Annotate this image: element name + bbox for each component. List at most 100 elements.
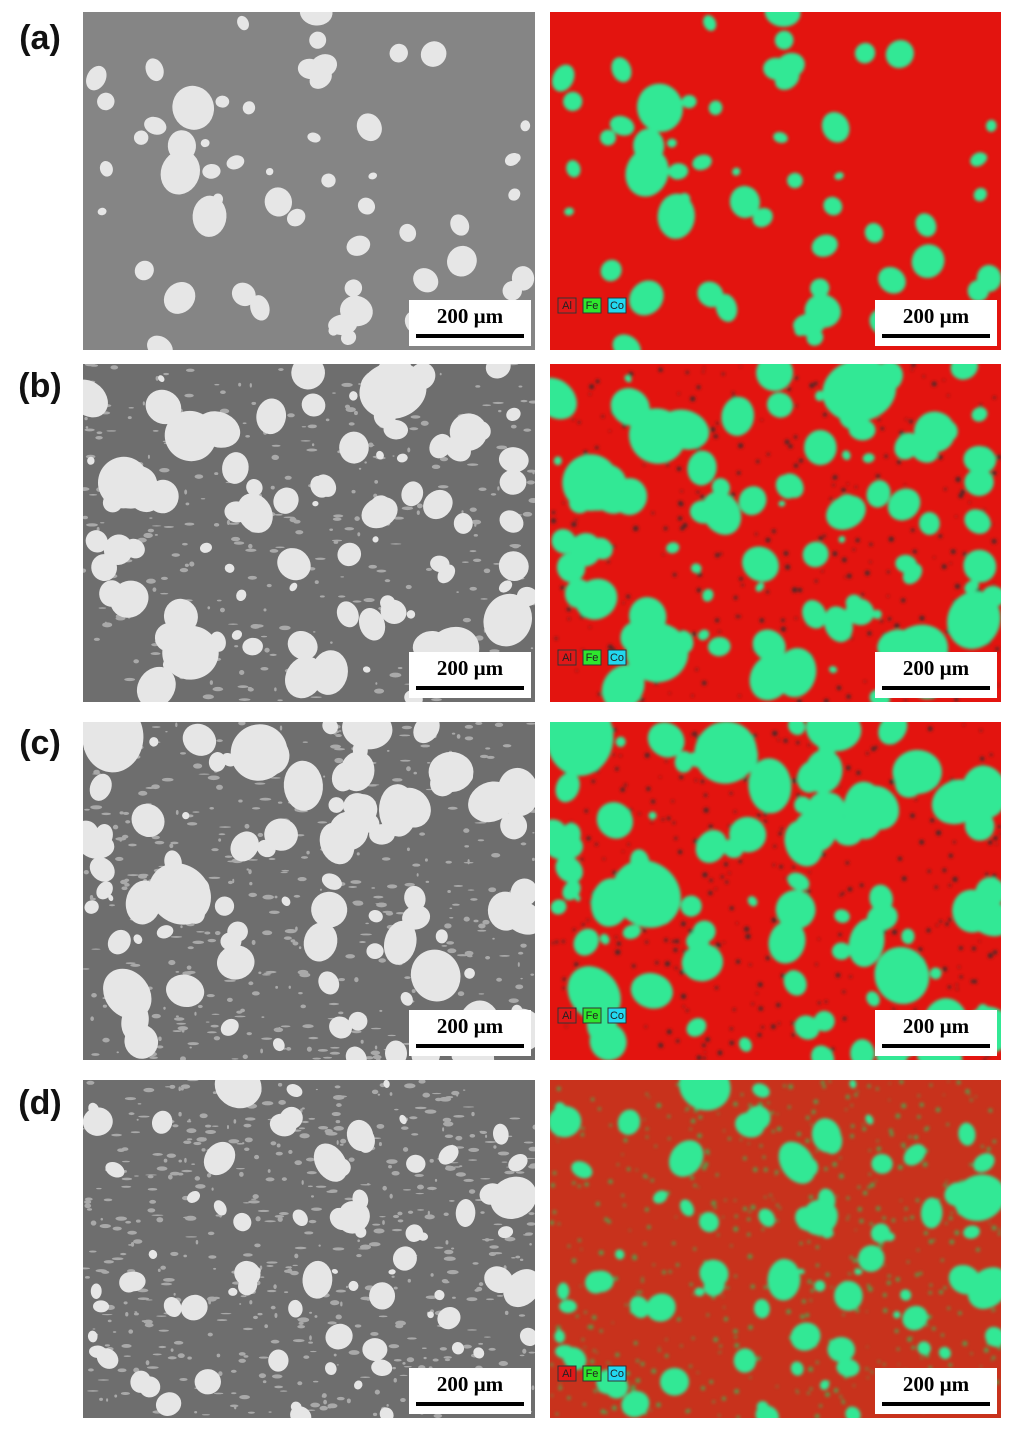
sem-fine-phase	[308, 1341, 313, 1344]
eds-speck	[919, 1102, 924, 1108]
eds-particle	[624, 374, 632, 383]
sem-fine-phase	[479, 754, 489, 759]
sem-fine-phase	[348, 1157, 355, 1162]
sem-particle	[369, 824, 395, 845]
sem-fine-phase	[226, 997, 233, 1002]
eds-speck	[807, 1240, 811, 1244]
eds-speck	[644, 752, 650, 758]
sem-fine-phase	[279, 1390, 288, 1392]
sem-fine-phase	[335, 734, 342, 738]
eds-speck	[750, 1284, 755, 1289]
eds-particle	[694, 1287, 705, 1297]
eds-speck	[836, 1195, 839, 1198]
eds-speck	[743, 777, 748, 782]
eds-speck	[581, 1126, 585, 1131]
eds-speck	[732, 1008, 736, 1011]
sem-fine-phase	[134, 1175, 139, 1177]
sem-particle	[119, 1272, 140, 1293]
sem-fine-phase	[98, 607, 107, 609]
legend-label: Al	[562, 652, 572, 664]
legend-swatch	[582, 297, 602, 314]
sem-fine-phase	[431, 1092, 442, 1095]
sem-fine-phase	[379, 1009, 383, 1012]
sem-fine-phase	[205, 1021, 210, 1023]
eds-speck	[643, 1174, 648, 1179]
sem-fine-phase	[499, 954, 510, 957]
eds-speck	[927, 726, 933, 732]
eds-particle	[865, 1114, 874, 1125]
sem-fine-phase	[260, 635, 268, 638]
sem-particle	[216, 945, 255, 980]
sem-fine-phase	[96, 431, 103, 435]
sem-particle	[288, 1299, 303, 1318]
eds-speck	[555, 940, 559, 944]
sem-particle	[228, 1287, 238, 1296]
sem-fine-phase	[239, 669, 245, 675]
sem-particle	[90, 1283, 102, 1299]
sem-fine-phase	[404, 1083, 416, 1089]
sem-particle	[321, 173, 336, 188]
sem-fine-phase	[99, 1397, 104, 1401]
eds-speck	[928, 1291, 932, 1295]
sem-fine-phase	[463, 916, 470, 922]
eds-speck	[628, 1229, 631, 1232]
sem-fine-phase	[265, 1177, 275, 1182]
sem-fine-phase	[312, 631, 316, 633]
sem-fine-phase	[276, 1143, 281, 1148]
eds-particles	[550, 364, 1001, 702]
sem-fine-phase	[180, 1056, 186, 1060]
eds-speck	[835, 972, 841, 978]
sem-fine-phase	[301, 1180, 304, 1185]
eds-speck	[783, 738, 788, 743]
eds-speck	[941, 1333, 945, 1337]
eds-speck	[685, 1106, 690, 1111]
sem-fine-phase	[425, 567, 432, 571]
sem-particle	[230, 831, 259, 862]
sem-fine-phase	[242, 422, 247, 425]
sem-fine-phase	[338, 730, 342, 732]
sem-fine-phase	[340, 576, 345, 578]
eds-speck	[702, 1056, 706, 1060]
eds-speck	[850, 1104, 854, 1107]
eds-speck	[597, 692, 602, 696]
eds-particle	[611, 57, 632, 83]
sem-fine-phase	[111, 1257, 124, 1261]
sem-fine-phase	[275, 985, 279, 989]
sem-fine-phase	[194, 1411, 198, 1414]
sem-fine-phase	[172, 1124, 179, 1128]
eds-speck	[566, 607, 571, 612]
sem-particle	[483, 593, 533, 647]
sem-fine-phase	[418, 1080, 426, 1084]
sem-fine-phase	[317, 1049, 329, 1052]
sem-fine-phase	[425, 880, 430, 883]
eds-speck	[729, 1040, 735, 1046]
sem-fine-phase	[90, 805, 103, 810]
eds-speck	[808, 1194, 814, 1200]
legend-swatch	[582, 1365, 602, 1382]
eds-speck	[735, 614, 740, 619]
eds-speck	[739, 615, 742, 618]
sem-particle	[325, 1323, 353, 1350]
eds-speck	[847, 887, 853, 892]
sem-fine-phase	[470, 520, 481, 524]
sem-fine-phase	[386, 1159, 398, 1164]
eds-speck	[952, 876, 958, 882]
eds-particle	[795, 1206, 821, 1232]
eds-speck	[972, 979, 977, 984]
sem-fine-phase	[106, 430, 117, 432]
eds-speck	[968, 1093, 971, 1096]
sem-fine-phase	[463, 861, 474, 864]
sem-fine-phase	[151, 835, 160, 840]
sem-fine-phase	[340, 1301, 343, 1307]
eds-speck	[757, 1033, 762, 1037]
sem-fine-phase	[338, 977, 346, 982]
eds-speck	[995, 843, 998, 845]
sem-fine-phase	[441, 1279, 449, 1283]
sem-fine-phase	[359, 941, 366, 943]
eds-speck	[681, 993, 687, 999]
sem-fine-phase	[332, 392, 336, 394]
sem-fine-phase	[238, 382, 242, 387]
sem-particle	[438, 1145, 459, 1165]
eds-speck	[856, 770, 861, 775]
sem-fine-phase	[262, 1380, 267, 1384]
